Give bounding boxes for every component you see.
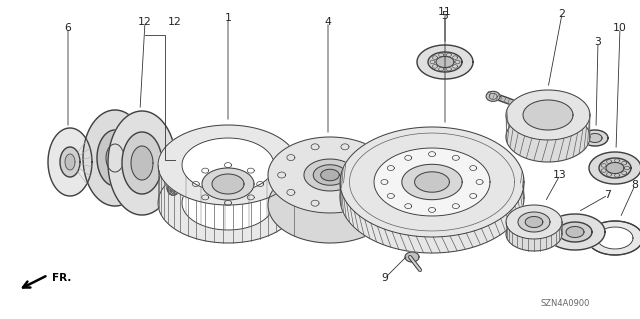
Polygon shape: [48, 128, 92, 196]
Text: 4: 4: [324, 17, 332, 27]
Text: 1: 1: [225, 13, 232, 23]
Polygon shape: [131, 146, 153, 180]
Text: 10: 10: [613, 23, 627, 33]
Text: SZN4A0900: SZN4A0900: [540, 299, 589, 308]
Polygon shape: [582, 130, 608, 146]
Polygon shape: [518, 212, 550, 232]
Polygon shape: [428, 52, 462, 72]
Text: 12: 12: [168, 17, 182, 27]
Polygon shape: [122, 132, 162, 194]
Text: 9: 9: [381, 273, 388, 283]
Polygon shape: [268, 167, 392, 243]
Polygon shape: [506, 90, 590, 140]
Polygon shape: [202, 168, 254, 200]
Text: 11: 11: [438, 7, 452, 17]
Polygon shape: [486, 91, 500, 101]
Polygon shape: [374, 148, 490, 216]
Text: FR.: FR.: [52, 273, 72, 283]
Polygon shape: [65, 154, 75, 170]
Polygon shape: [436, 56, 454, 68]
Polygon shape: [415, 172, 449, 192]
Polygon shape: [106, 144, 124, 172]
Text: 7: 7: [605, 190, 611, 200]
Polygon shape: [587, 221, 640, 255]
Polygon shape: [340, 143, 524, 253]
Polygon shape: [606, 162, 624, 174]
Polygon shape: [182, 138, 274, 192]
Text: 5: 5: [442, 11, 449, 21]
Polygon shape: [340, 127, 524, 237]
Text: 3: 3: [595, 37, 602, 47]
Text: 2: 2: [559, 9, 565, 19]
Text: 13: 13: [553, 170, 567, 180]
Polygon shape: [405, 252, 419, 262]
Polygon shape: [599, 158, 631, 178]
Polygon shape: [506, 112, 590, 162]
Polygon shape: [268, 137, 392, 213]
Polygon shape: [506, 205, 562, 239]
Polygon shape: [108, 111, 176, 215]
Polygon shape: [158, 163, 298, 243]
Polygon shape: [374, 164, 490, 232]
Polygon shape: [402, 164, 462, 200]
Polygon shape: [597, 227, 633, 249]
Polygon shape: [588, 133, 602, 143]
Polygon shape: [566, 226, 584, 238]
Polygon shape: [182, 176, 274, 230]
Polygon shape: [158, 125, 298, 205]
Polygon shape: [545, 214, 605, 250]
Polygon shape: [417, 45, 473, 79]
Text: 6: 6: [65, 23, 72, 33]
Polygon shape: [304, 159, 356, 191]
Polygon shape: [97, 130, 133, 186]
Polygon shape: [212, 174, 244, 194]
Polygon shape: [83, 110, 147, 206]
Polygon shape: [523, 100, 573, 130]
Polygon shape: [60, 147, 80, 177]
Polygon shape: [313, 165, 347, 185]
Polygon shape: [525, 217, 543, 227]
Polygon shape: [558, 222, 592, 242]
Polygon shape: [321, 169, 339, 181]
Text: 8: 8: [632, 180, 639, 190]
Polygon shape: [589, 152, 640, 184]
Text: 12: 12: [138, 17, 152, 27]
Polygon shape: [506, 217, 562, 251]
